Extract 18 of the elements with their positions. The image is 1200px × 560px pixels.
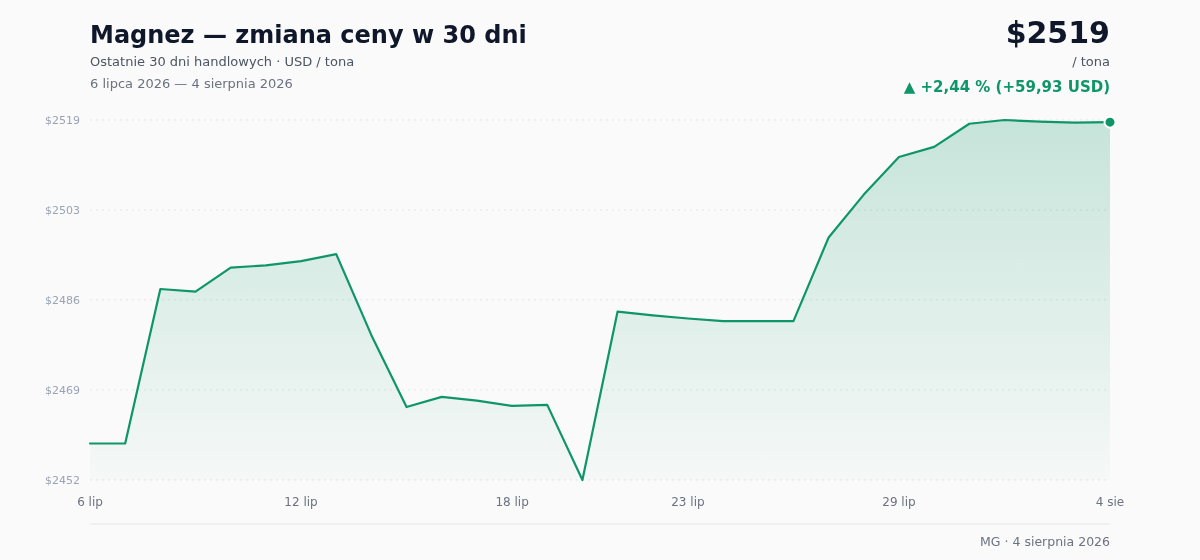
x-tick-label: 12 lip	[284, 495, 318, 509]
text: ▲ +2,44 % (+59,93 USD)	[903, 78, 1110, 96]
x-tick-label: 23 lip	[671, 495, 705, 509]
y-tick-label: $2452	[45, 473, 80, 487]
text: MG · 4 sierpnia 2026	[980, 534, 1111, 549]
x-tick-label: 6 lip	[77, 495, 103, 509]
x-tick-label: 29 lip	[882, 495, 916, 509]
text: / tona	[1072, 54, 1110, 69]
y-tick-label: $2486	[45, 293, 80, 307]
chart-subtitle: Ostatnie 30 dni handlowych · USD / tona	[90, 54, 355, 69]
text: 6 lipca 2026 — 4 sierpnia 2026	[90, 76, 293, 91]
x-tick-label: 4 sie	[1095, 495, 1125, 509]
y-tick-label: $2503	[45, 203, 80, 217]
text: $2519	[1005, 15, 1110, 50]
y-tick-label: $2469	[45, 383, 80, 397]
chart-title: Magnez — zmiana ceny w 30 dni	[90, 21, 527, 49]
y-tick-label: $2519	[45, 113, 80, 127]
x-tick-label: 18 lip	[495, 495, 529, 509]
